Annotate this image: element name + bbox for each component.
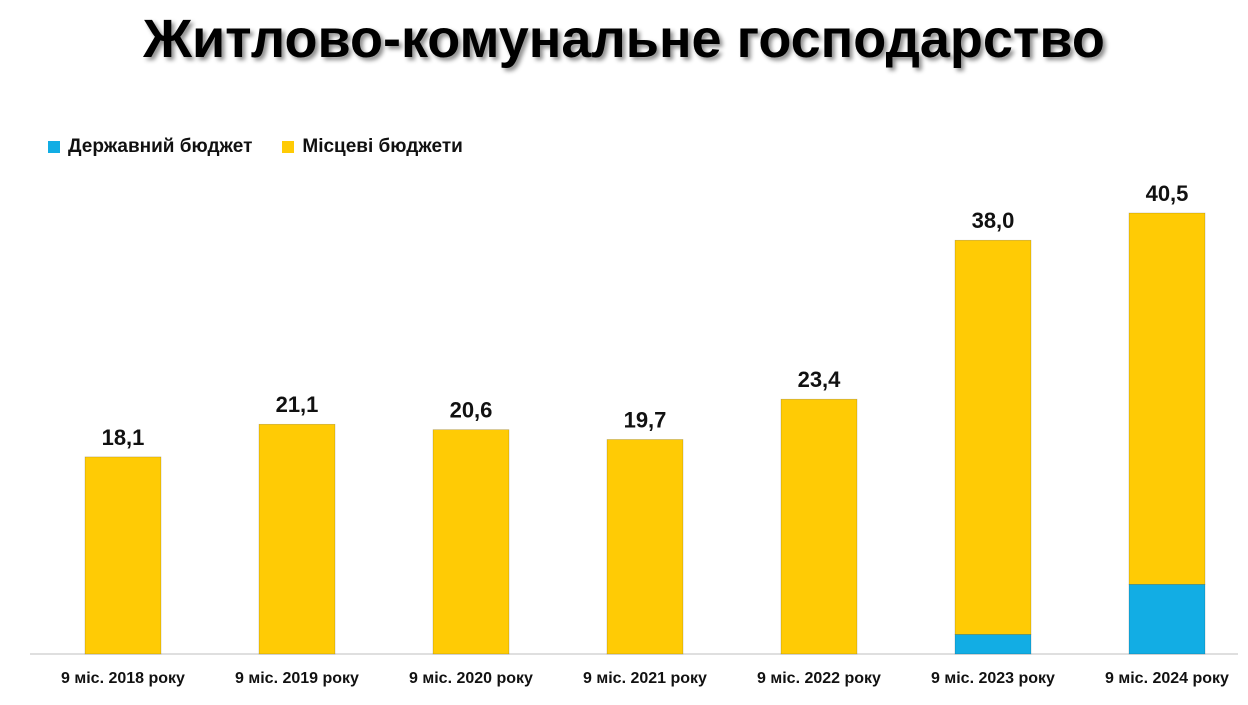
legend: Державний бюджет Місцеві бюджети	[48, 136, 493, 158]
x-tick-label: 9 міс. 2021 року	[583, 670, 707, 687]
data-label: 19,7	[624, 407, 667, 432]
legend-item-local-budgets: Місцеві бюджети	[282, 136, 463, 158]
bar-segment-state-budget	[1128, 584, 1206, 655]
x-tick-label: 9 міс. 2019 року	[235, 670, 359, 687]
data-label: 18,1	[102, 425, 145, 450]
legend-swatch-local-budgets	[282, 141, 295, 153]
data-label: 20,6	[450, 398, 493, 423]
data-label: 21,1	[276, 392, 319, 417]
bar-segment-local-budgets	[606, 439, 684, 655]
bar-segment-local-budgets	[1128, 212, 1206, 585]
bar-segment-local-budgets	[258, 423, 336, 655]
legend-label-state-budget: Державний бюджет	[68, 136, 253, 157]
bar-segment-state-budget	[954, 634, 1032, 655]
legend-label-local-budgets: Місцеві бюджети	[302, 136, 463, 157]
bar-segment-local-budgets	[954, 239, 1032, 635]
x-tick-label: 9 міс. 2024 року	[1105, 670, 1229, 687]
data-label: 40,5	[1146, 181, 1189, 206]
chart-title: Житлово-комунальне господарство	[143, 9, 1105, 69]
bar-segment-local-budgets	[432, 429, 510, 655]
x-tick-label: 9 міс. 2022 року	[757, 670, 881, 687]
bar-segment-local-budgets	[780, 398, 858, 655]
x-tick-label: 9 міс. 2020 року	[409, 670, 533, 687]
data-label: 23,4	[798, 367, 842, 392]
data-label: 38,0	[972, 208, 1015, 233]
legend-item-state-budget: Державний бюджет	[48, 136, 252, 158]
x-tick-label: 9 міс. 2023 року	[931, 670, 1055, 687]
bar-segment-local-budgets	[84, 456, 162, 655]
legend-swatch-state-budget	[48, 141, 60, 153]
x-tick-label: 9 міс. 2018 року	[61, 670, 185, 687]
